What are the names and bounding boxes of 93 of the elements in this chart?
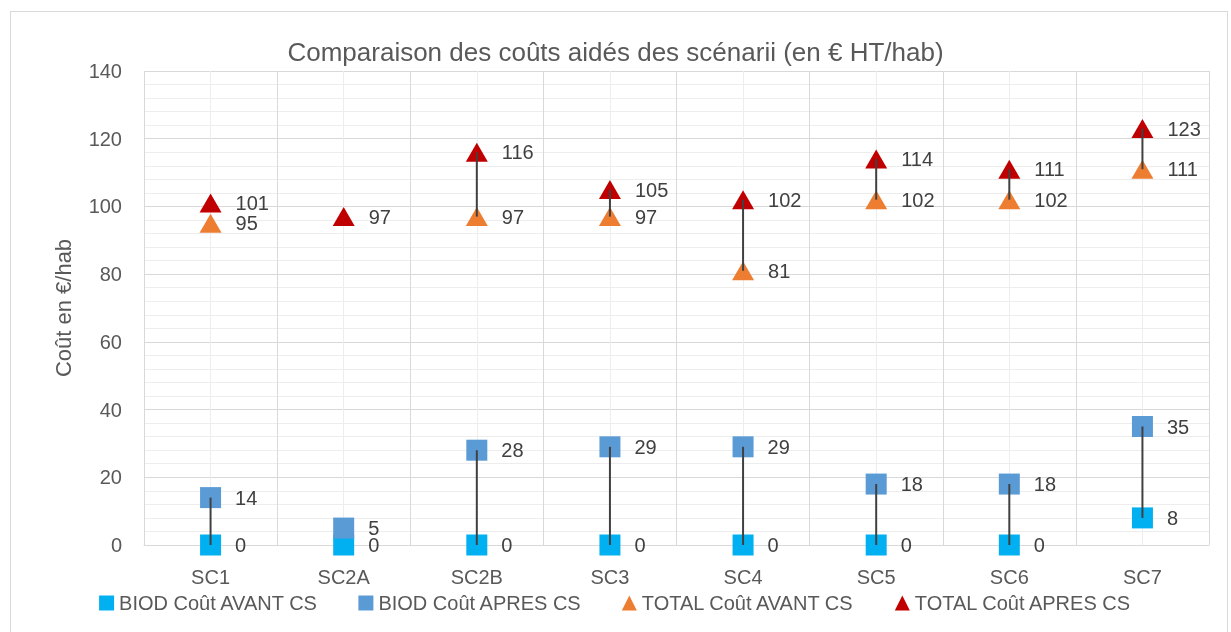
data-label: 111 bbox=[1034, 158, 1065, 181]
legend-label: TOTAL Coût APRES CS bbox=[914, 592, 1131, 614]
data-label: 95 bbox=[235, 212, 258, 235]
x-tick-label: SC6 bbox=[989, 566, 1029, 588]
data-label: 28 bbox=[501, 439, 524, 462]
bar bbox=[209, 497, 212, 545]
y-tick-label: 20 bbox=[99, 466, 122, 489]
x-tick-label: SC7 bbox=[1122, 566, 1162, 588]
data-label: 8 bbox=[1166, 506, 1179, 529]
point bbox=[200, 534, 222, 556]
point bbox=[1131, 119, 1154, 139]
point bbox=[1131, 507, 1153, 529]
data-label: 0 bbox=[900, 534, 912, 556]
point bbox=[998, 159, 1021, 179]
point bbox=[732, 436, 754, 458]
x-tick-label: SC2A bbox=[317, 566, 371, 588]
point bbox=[732, 534, 754, 556]
point bbox=[333, 517, 355, 539]
data-label: 111 bbox=[1167, 158, 1198, 181]
point bbox=[199, 193, 222, 213]
bar bbox=[475, 450, 478, 545]
y-tick-label: 40 bbox=[99, 398, 122, 421]
point bbox=[998, 190, 1021, 210]
point bbox=[865, 473, 887, 495]
data-label: 29 bbox=[767, 435, 790, 458]
point bbox=[332, 207, 355, 227]
data-label: 0 bbox=[1033, 534, 1045, 556]
data-label: 97 bbox=[634, 205, 658, 228]
data-label: 35 bbox=[1166, 415, 1190, 438]
point bbox=[199, 213, 222, 233]
bar bbox=[1141, 426, 1144, 518]
data-label: 102 bbox=[768, 188, 802, 211]
point bbox=[865, 149, 888, 169]
bar bbox=[608, 189, 611, 217]
data-label: 114 bbox=[901, 148, 934, 171]
x-tick-label: SC4 bbox=[723, 566, 763, 588]
point bbox=[200, 487, 222, 509]
y-tick-label: 80 bbox=[99, 263, 122, 286]
data-label: 81 bbox=[768, 259, 791, 282]
data-label: 97 bbox=[368, 205, 391, 228]
bar bbox=[1141, 128, 1144, 170]
chart-title: Comparaison des coûts aidés des scénarii (en € HT/hab) bbox=[287, 37, 944, 67]
bar bbox=[1008, 484, 1011, 545]
data-label: 0 bbox=[767, 534, 779, 556]
bar bbox=[608, 446, 611, 545]
point bbox=[599, 436, 621, 458]
point bbox=[598, 207, 621, 227]
data-label: 116 bbox=[501, 141, 534, 164]
point bbox=[599, 534, 621, 556]
bar bbox=[875, 484, 878, 545]
data-label: 0 bbox=[368, 534, 380, 556]
y-tick-label: 120 bbox=[88, 127, 122, 150]
y-tick-label: 100 bbox=[88, 195, 122, 218]
data-label: 0 bbox=[501, 534, 513, 556]
x-tick-label: SC5 bbox=[856, 566, 896, 588]
point bbox=[465, 207, 488, 227]
data-label: 102 bbox=[901, 188, 935, 211]
point bbox=[998, 534, 1020, 556]
y-tick-label: 0 bbox=[110, 534, 122, 556]
point bbox=[1131, 159, 1154, 179]
x-tick-label: SC1 bbox=[191, 566, 231, 588]
legend-label: TOTAL Coût AVANT CS bbox=[641, 592, 853, 614]
point bbox=[732, 190, 755, 210]
point bbox=[865, 534, 887, 556]
x-tick-label: SC2B bbox=[450, 566, 503, 588]
data-label: 29 bbox=[634, 435, 657, 458]
data-label: 101 bbox=[235, 192, 269, 215]
point bbox=[598, 180, 621, 199]
data-label: 18 bbox=[900, 473, 923, 496]
bar bbox=[742, 199, 745, 271]
point bbox=[465, 142, 488, 162]
data-label: 123 bbox=[1167, 117, 1201, 140]
point bbox=[466, 439, 488, 461]
y-axis-title: Coût en €/hab bbox=[50, 238, 76, 378]
data-label: 105 bbox=[634, 178, 669, 201]
data-label: 0 bbox=[634, 534, 646, 556]
data-label: 18 bbox=[1033, 473, 1057, 496]
point bbox=[1131, 416, 1153, 437]
legend-label: BIOD Coût APRES CS bbox=[378, 592, 581, 614]
point bbox=[998, 473, 1020, 495]
y-tick-label: 60 bbox=[99, 330, 122, 353]
data-label: 14 bbox=[235, 486, 258, 509]
data-label: 97 bbox=[501, 205, 525, 228]
bar bbox=[1008, 169, 1011, 200]
x-tick-label: SC3 bbox=[590, 566, 630, 588]
y-tick-label: 140 bbox=[88, 60, 122, 82]
data-label: 102 bbox=[1034, 188, 1068, 211]
point bbox=[466, 534, 488, 556]
bar bbox=[875, 159, 878, 200]
data-label: 0 bbox=[235, 534, 247, 556]
bar bbox=[742, 446, 745, 545]
legend-label: BIOD Coût AVANT CS bbox=[119, 592, 317, 614]
bar bbox=[475, 152, 478, 217]
